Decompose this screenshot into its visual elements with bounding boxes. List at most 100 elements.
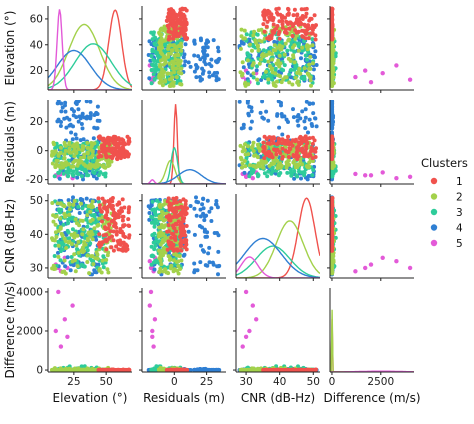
point-cluster-3 xyxy=(152,207,157,212)
point-cluster-2 xyxy=(72,252,77,257)
point-cluster-2 xyxy=(330,51,335,56)
point-cluster-4 xyxy=(210,73,215,78)
point-cluster-3 xyxy=(65,221,70,226)
point-cluster-4 xyxy=(74,115,79,120)
point-cluster-1 xyxy=(170,30,175,35)
point-cluster-2 xyxy=(242,148,247,153)
point-cluster-3 xyxy=(149,54,154,59)
point-cluster-4 xyxy=(198,57,203,62)
panel-elev-vs-cnr xyxy=(233,6,320,93)
point-cluster-2 xyxy=(174,48,179,53)
point-cluster-2 xyxy=(272,161,276,166)
point-cluster-2 xyxy=(50,201,55,205)
y-tick-label: 60 xyxy=(30,13,43,25)
point-cluster-2 xyxy=(56,254,61,259)
point-cluster-1 xyxy=(184,242,189,247)
point-cluster-1 xyxy=(105,136,110,141)
point-cluster-1 xyxy=(330,6,334,11)
point-cluster-4 xyxy=(192,69,197,74)
point-cluster-2 xyxy=(308,78,313,83)
point-cluster-2 xyxy=(173,53,178,58)
point-cluster-1 xyxy=(166,25,171,30)
point-cluster-2 xyxy=(96,162,101,167)
point-cluster-2 xyxy=(159,262,164,267)
point-cluster-1 xyxy=(290,143,295,148)
point-cluster-2 xyxy=(179,44,184,49)
point-cluster-2 xyxy=(256,28,261,33)
point-cluster-2 xyxy=(239,156,244,161)
point-cluster-1 xyxy=(303,36,308,41)
point-cluster-3 xyxy=(52,174,57,179)
point-cluster-1 xyxy=(183,237,188,242)
point-cluster-3 xyxy=(67,236,72,241)
point-cluster-2 xyxy=(172,258,176,263)
point-cluster-2 xyxy=(176,264,181,269)
point-cluster-2 xyxy=(62,236,67,241)
point-cluster-1 xyxy=(312,138,317,143)
point-cluster-1 xyxy=(166,239,171,244)
point-cluster-1 xyxy=(115,229,119,234)
point-cluster-2 xyxy=(76,161,81,166)
point-cluster-4 xyxy=(78,197,83,201)
point-cluster-2 xyxy=(64,160,69,165)
point-cluster-2 xyxy=(330,59,334,64)
point-cluster-3 xyxy=(85,224,90,229)
kde-curve-cluster-3 xyxy=(236,245,320,278)
point-cluster-1 xyxy=(127,205,132,210)
point-cluster-2 xyxy=(293,165,298,170)
point-cluster-4 xyxy=(277,125,282,130)
point-cluster-2 xyxy=(179,48,184,53)
point-cluster-2 xyxy=(278,61,283,66)
point-cluster-2 xyxy=(266,59,271,64)
point-cluster-2 xyxy=(279,80,284,85)
point-cluster-3 xyxy=(151,30,156,35)
point-cluster-1 xyxy=(120,154,125,159)
point-cluster-2 xyxy=(172,267,177,272)
point-cluster-1 xyxy=(309,145,314,150)
point-cluster-4 xyxy=(207,245,212,250)
point-cluster-1 xyxy=(120,197,125,202)
point-cluster-2 xyxy=(75,264,80,269)
point-cluster-3 xyxy=(152,224,157,229)
point-cluster-2 xyxy=(157,216,162,221)
point-cluster-4 xyxy=(94,176,99,181)
point-cluster-1 xyxy=(110,146,115,151)
point-cluster-2 xyxy=(100,258,105,263)
point-cluster-3 xyxy=(300,48,305,53)
point-cluster-3 xyxy=(151,240,156,245)
point-cluster-4 xyxy=(247,104,252,109)
point-cluster-2 xyxy=(67,207,72,212)
point-cluster-4 xyxy=(211,262,216,267)
point-cluster-1 xyxy=(97,150,102,154)
point-cluster-1 xyxy=(96,242,101,247)
point-cluster-4 xyxy=(194,75,199,80)
point-cluster-4 xyxy=(295,114,300,119)
point-cluster-4 xyxy=(196,54,201,59)
point-cluster-4 xyxy=(207,260,212,265)
point-cluster-1 xyxy=(261,140,266,145)
point-cluster-2 xyxy=(243,152,248,157)
point-cluster-1 xyxy=(166,223,171,228)
point-cluster-1 xyxy=(107,222,112,227)
point-cluster-1 xyxy=(113,223,118,228)
point-cluster-1 xyxy=(120,218,125,223)
point-cluster-4 xyxy=(71,124,75,129)
point-cluster-2 xyxy=(240,165,244,170)
point-cluster-1 xyxy=(96,155,101,159)
point-cluster-4 xyxy=(78,116,83,121)
point-cluster-4 xyxy=(299,56,303,61)
point-cluster-2 xyxy=(85,260,90,264)
point-cluster-2 xyxy=(88,209,93,214)
point-cluster-1 xyxy=(123,235,128,239)
point-cluster-3 xyxy=(285,170,290,175)
point-cluster-1 xyxy=(176,206,181,210)
point-cluster-2 xyxy=(81,162,86,167)
point-cluster-3 xyxy=(85,209,90,214)
point-cluster-3 xyxy=(61,171,66,176)
point-cluster-1 xyxy=(330,140,334,145)
point-cluster-3 xyxy=(153,243,158,248)
point-cluster-4 xyxy=(330,117,334,122)
point-cluster-4 xyxy=(284,117,289,122)
point-cluster-4 xyxy=(55,101,60,106)
point-cluster-2 xyxy=(238,143,243,148)
